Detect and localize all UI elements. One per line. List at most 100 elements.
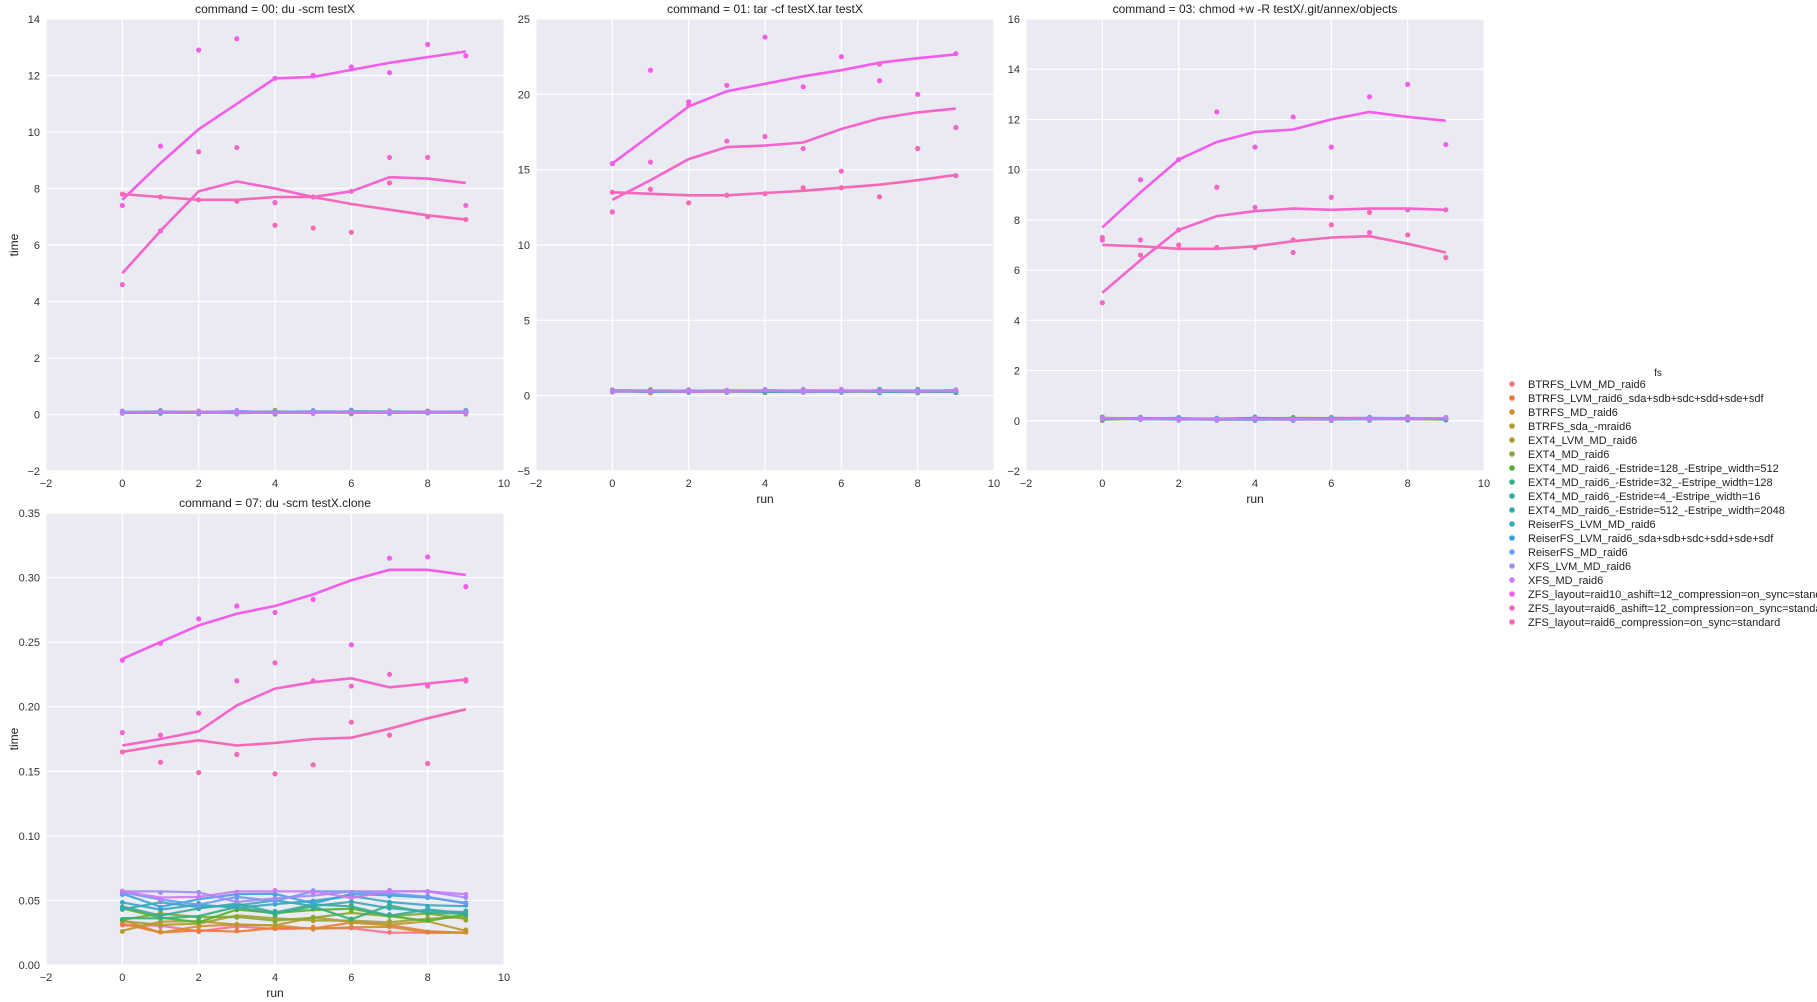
zfs-data-point	[272, 75, 278, 81]
series-line-14	[122, 410, 466, 415]
zfs-data-point	[234, 603, 240, 609]
data-point	[425, 929, 431, 935]
zfs-series-line-2	[122, 708, 467, 754]
legend-entry: BTRFS_MD_raid6	[1528, 407, 1618, 419]
zfs-data-point	[119, 657, 125, 663]
zfs-data-point	[1443, 207, 1449, 213]
legend-entry: ReiserFS_LVM_raid6_sda+sdb+sdc+sdd+sde+s…	[1528, 533, 1774, 545]
y-tick-label: 10	[28, 127, 40, 139]
legend-marker	[1509, 479, 1515, 485]
data-point	[348, 895, 354, 900]
legend-entry: ReiserFS_MD_raid6	[1528, 547, 1628, 559]
data-point	[425, 918, 431, 923]
series-line-14	[1102, 417, 1446, 421]
legend-marker	[1509, 437, 1515, 443]
series-line-10	[122, 894, 466, 911]
series-line-2	[121, 918, 466, 934]
x-tick-label: 10	[498, 478, 510, 490]
zfs-data-point	[196, 47, 202, 53]
zfs-data-point	[157, 640, 164, 647]
zfs-data-point	[234, 751, 240, 758]
x-tick-label: 2	[196, 478, 202, 490]
zfs-series-line-2	[122, 192, 466, 221]
zfs-data-point	[463, 584, 469, 590]
zfs-data-point	[800, 185, 806, 191]
legend-entry: XFS_MD_raid6	[1528, 575, 1603, 587]
data-point	[348, 916, 354, 922]
zfs-data-point	[272, 660, 278, 666]
data-point	[387, 905, 392, 911]
y-tick-label: 14	[28, 14, 40, 26]
data-point	[724, 387, 730, 393]
zfs-data-point	[647, 186, 654, 192]
data-point	[119, 917, 125, 922]
data-point	[686, 388, 692, 394]
y-tick-label: 0.20	[19, 702, 40, 714]
data-point	[387, 408, 392, 414]
zfs-data-point	[876, 194, 883, 200]
y-tick-label: 4	[1014, 315, 1020, 327]
data-point	[348, 924, 354, 930]
legend-entry: ZFS_layout=raid10_ashift=12_compression=…	[1528, 589, 1817, 601]
x-axis-label: run	[756, 492, 773, 506]
zfs-data-point	[647, 67, 654, 73]
data-point	[1099, 416, 1105, 422]
y-tick-label: 10	[518, 240, 530, 252]
x-tick-label: 8	[425, 972, 431, 984]
data-point	[158, 904, 163, 910]
zfs-data-point	[234, 144, 240, 151]
data-point	[387, 887, 392, 893]
panel-2: −2 0 2 4 6 8 10 −2 0 2 4 6 8 10 12 14 16 command = 03: ch…	[1007, 2, 1490, 506]
zfs-data-point	[386, 70, 393, 76]
series-line-14	[612, 389, 956, 394]
zfs-series-line-0	[121, 50, 466, 201]
zfs-data-point	[953, 124, 959, 131]
data-point	[877, 389, 882, 394]
legend-entry: EXT4_MD_raid6	[1528, 449, 1609, 461]
legend-marker	[1509, 619, 1515, 625]
zfs-series-line-0	[611, 53, 956, 165]
data-point	[425, 409, 431, 415]
y-tick-label: 8	[34, 184, 40, 196]
y-tick-label: 4	[34, 297, 40, 309]
zfs-data-point	[762, 133, 768, 140]
zfs-data-point	[609, 189, 615, 195]
zfs-series-line-2	[1102, 234, 1447, 254]
zfs-data-point	[157, 143, 164, 149]
zfs-data-point	[1137, 177, 1144, 183]
y-tick-label: 25	[518, 14, 530, 26]
y-tick-label: 0.30	[19, 573, 40, 585]
data-point	[762, 387, 768, 393]
y-tick-label: 16	[1008, 14, 1020, 26]
zfs-data-point	[348, 683, 354, 689]
zfs-data-point	[876, 61, 883, 67]
data-point	[158, 913, 163, 919]
data-point	[196, 919, 202, 925]
data-point	[158, 896, 163, 902]
panel-0: −2 0 2 4 6 8 10 −2 0 2 4 6 8 10 12 14 command = 00: du -…	[7, 2, 510, 490]
panel-title: command = 00: du -scm testX	[195, 2, 355, 16]
data-point	[234, 895, 240, 901]
x-axis-label: run	[266, 986, 283, 1000]
y-tick-label: 2	[34, 353, 40, 365]
zfs-data-point	[1366, 229, 1373, 236]
zfs-data-point	[310, 225, 316, 231]
legend-entry: XFS_LVM_MD_raid6	[1528, 561, 1631, 573]
data-point	[196, 894, 202, 900]
zfs-data-point	[1099, 234, 1105, 241]
zfs-data-point	[196, 197, 202, 203]
data-point	[272, 410, 278, 416]
y-tick-label: 0	[1014, 416, 1020, 428]
zfs-series-line-1	[611, 107, 956, 201]
series-line-14	[122, 890, 466, 900]
data-point	[425, 907, 431, 913]
zfs-data-point	[386, 555, 393, 561]
data-point	[1443, 414, 1449, 420]
y-tick-label: 14	[1008, 64, 1020, 76]
data-point	[915, 388, 921, 394]
data-point	[387, 922, 392, 928]
legend-marker	[1509, 507, 1515, 513]
x-tick-label: 8	[425, 478, 431, 490]
data-point	[196, 408, 202, 414]
zfs-data-point	[119, 729, 125, 736]
